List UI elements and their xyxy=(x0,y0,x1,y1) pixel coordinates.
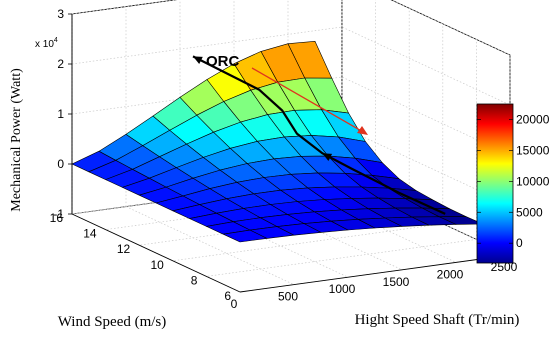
colorbar-tick-label: 20000 xyxy=(516,112,550,126)
z-gridline xyxy=(71,0,511,56)
z-gridline xyxy=(71,26,511,106)
z-gridline xyxy=(71,76,511,156)
z-tick-label: 3 xyxy=(57,7,64,21)
x-gridline-floor xyxy=(179,198,349,278)
x-tick-label: 0 xyxy=(231,297,238,311)
y-axis-label: Wind Speed (m/s) xyxy=(58,314,167,330)
orc-label: ORC xyxy=(206,53,240,70)
x-gridline-floor xyxy=(287,184,457,263)
colorbar-ticks: 0 5000 10000 15000 20000 xyxy=(477,112,550,250)
surface-cell xyxy=(438,216,484,225)
x-axis-label: Hight Speed Shaft (Tr/min) xyxy=(355,312,520,328)
power-surface xyxy=(71,40,484,243)
orc-annotation: ORC xyxy=(206,53,368,135)
z-axis-label: Mechanical Power (Watt) xyxy=(9,68,24,212)
z-tick-label: 2 xyxy=(57,57,64,71)
orc-line xyxy=(192,55,446,215)
z-tick-label: -1 xyxy=(53,207,64,221)
colorbar: 0 5000 10000 15000 20000 xyxy=(476,103,550,264)
orc-arrowhead-top xyxy=(193,56,203,64)
x-tick-label: 1500 xyxy=(383,275,410,289)
x-tick-label: 500 xyxy=(278,290,298,304)
x-tick-label: 2500 xyxy=(491,260,518,274)
colorbar-tick-label: 5000 xyxy=(516,205,543,219)
y-tick-label: 10 xyxy=(150,258,164,272)
y-tick-label: 8 xyxy=(191,273,198,287)
orc-arrowhead-mid xyxy=(322,153,333,161)
colorbar-gradient xyxy=(476,103,514,264)
z-gridline xyxy=(71,126,511,206)
x-tick-label: 2000 xyxy=(437,267,464,281)
x-gridline-floor xyxy=(125,206,295,285)
axis-edge xyxy=(71,213,241,293)
x-tick-label: 1000 xyxy=(329,282,356,296)
y-tick-label: 6 xyxy=(224,289,231,303)
x-gridline-floor xyxy=(233,191,403,271)
colorbar-tick-label: 10000 xyxy=(516,174,550,188)
y-tick-label: 16 xyxy=(50,211,64,225)
colorbar-tick-label: 0 xyxy=(516,236,523,250)
colorbar-tick-label: 15000 xyxy=(516,143,550,157)
axis-edge xyxy=(239,254,511,293)
orc-pointer-arrow xyxy=(251,67,366,134)
orc-curve xyxy=(192,55,446,215)
y-tick-label: 12 xyxy=(117,242,131,256)
z-tick-label: 0 xyxy=(57,157,64,171)
z-tick-label: 1 xyxy=(57,107,64,121)
z-exponent-label: x 104 xyxy=(35,37,58,50)
y-tick-label: 14 xyxy=(83,227,97,241)
orc-pointer-arrowhead xyxy=(357,126,368,135)
